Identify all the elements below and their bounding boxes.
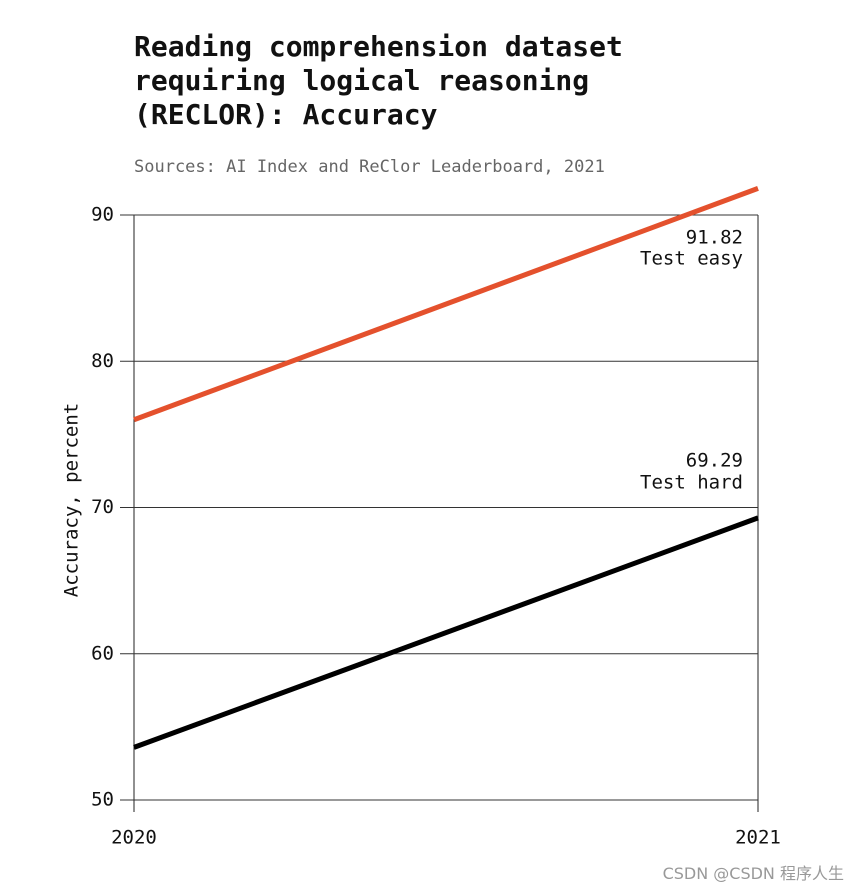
y-tick-label: 80 <box>91 350 114 372</box>
y-tick-label: 60 <box>91 642 114 664</box>
series-label: Test easy <box>640 248 743 270</box>
watermark: CSDN @CSDN 程序人生 <box>662 864 844 883</box>
data-label: 91.82 <box>686 227 743 249</box>
series-line <box>133 186 759 423</box>
series-line <box>133 515 759 750</box>
y-tick-label: 90 <box>91 204 114 226</box>
series-label: Test hard <box>640 472 743 494</box>
x-tick-label: 2021 <box>735 827 781 849</box>
y-axis-label: Accuracy, percent <box>61 403 83 597</box>
data-label: 69.29 <box>686 450 743 472</box>
y-tick-label: 50 <box>91 789 114 811</box>
x-tick-label: 2020 <box>111 827 157 849</box>
chart-title: Reading comprehension dataset requiring … <box>134 30 623 131</box>
chart-subtitle: Sources: AI Index and ReClor Leaderboard… <box>134 157 605 177</box>
y-tick-label: 70 <box>91 496 114 518</box>
